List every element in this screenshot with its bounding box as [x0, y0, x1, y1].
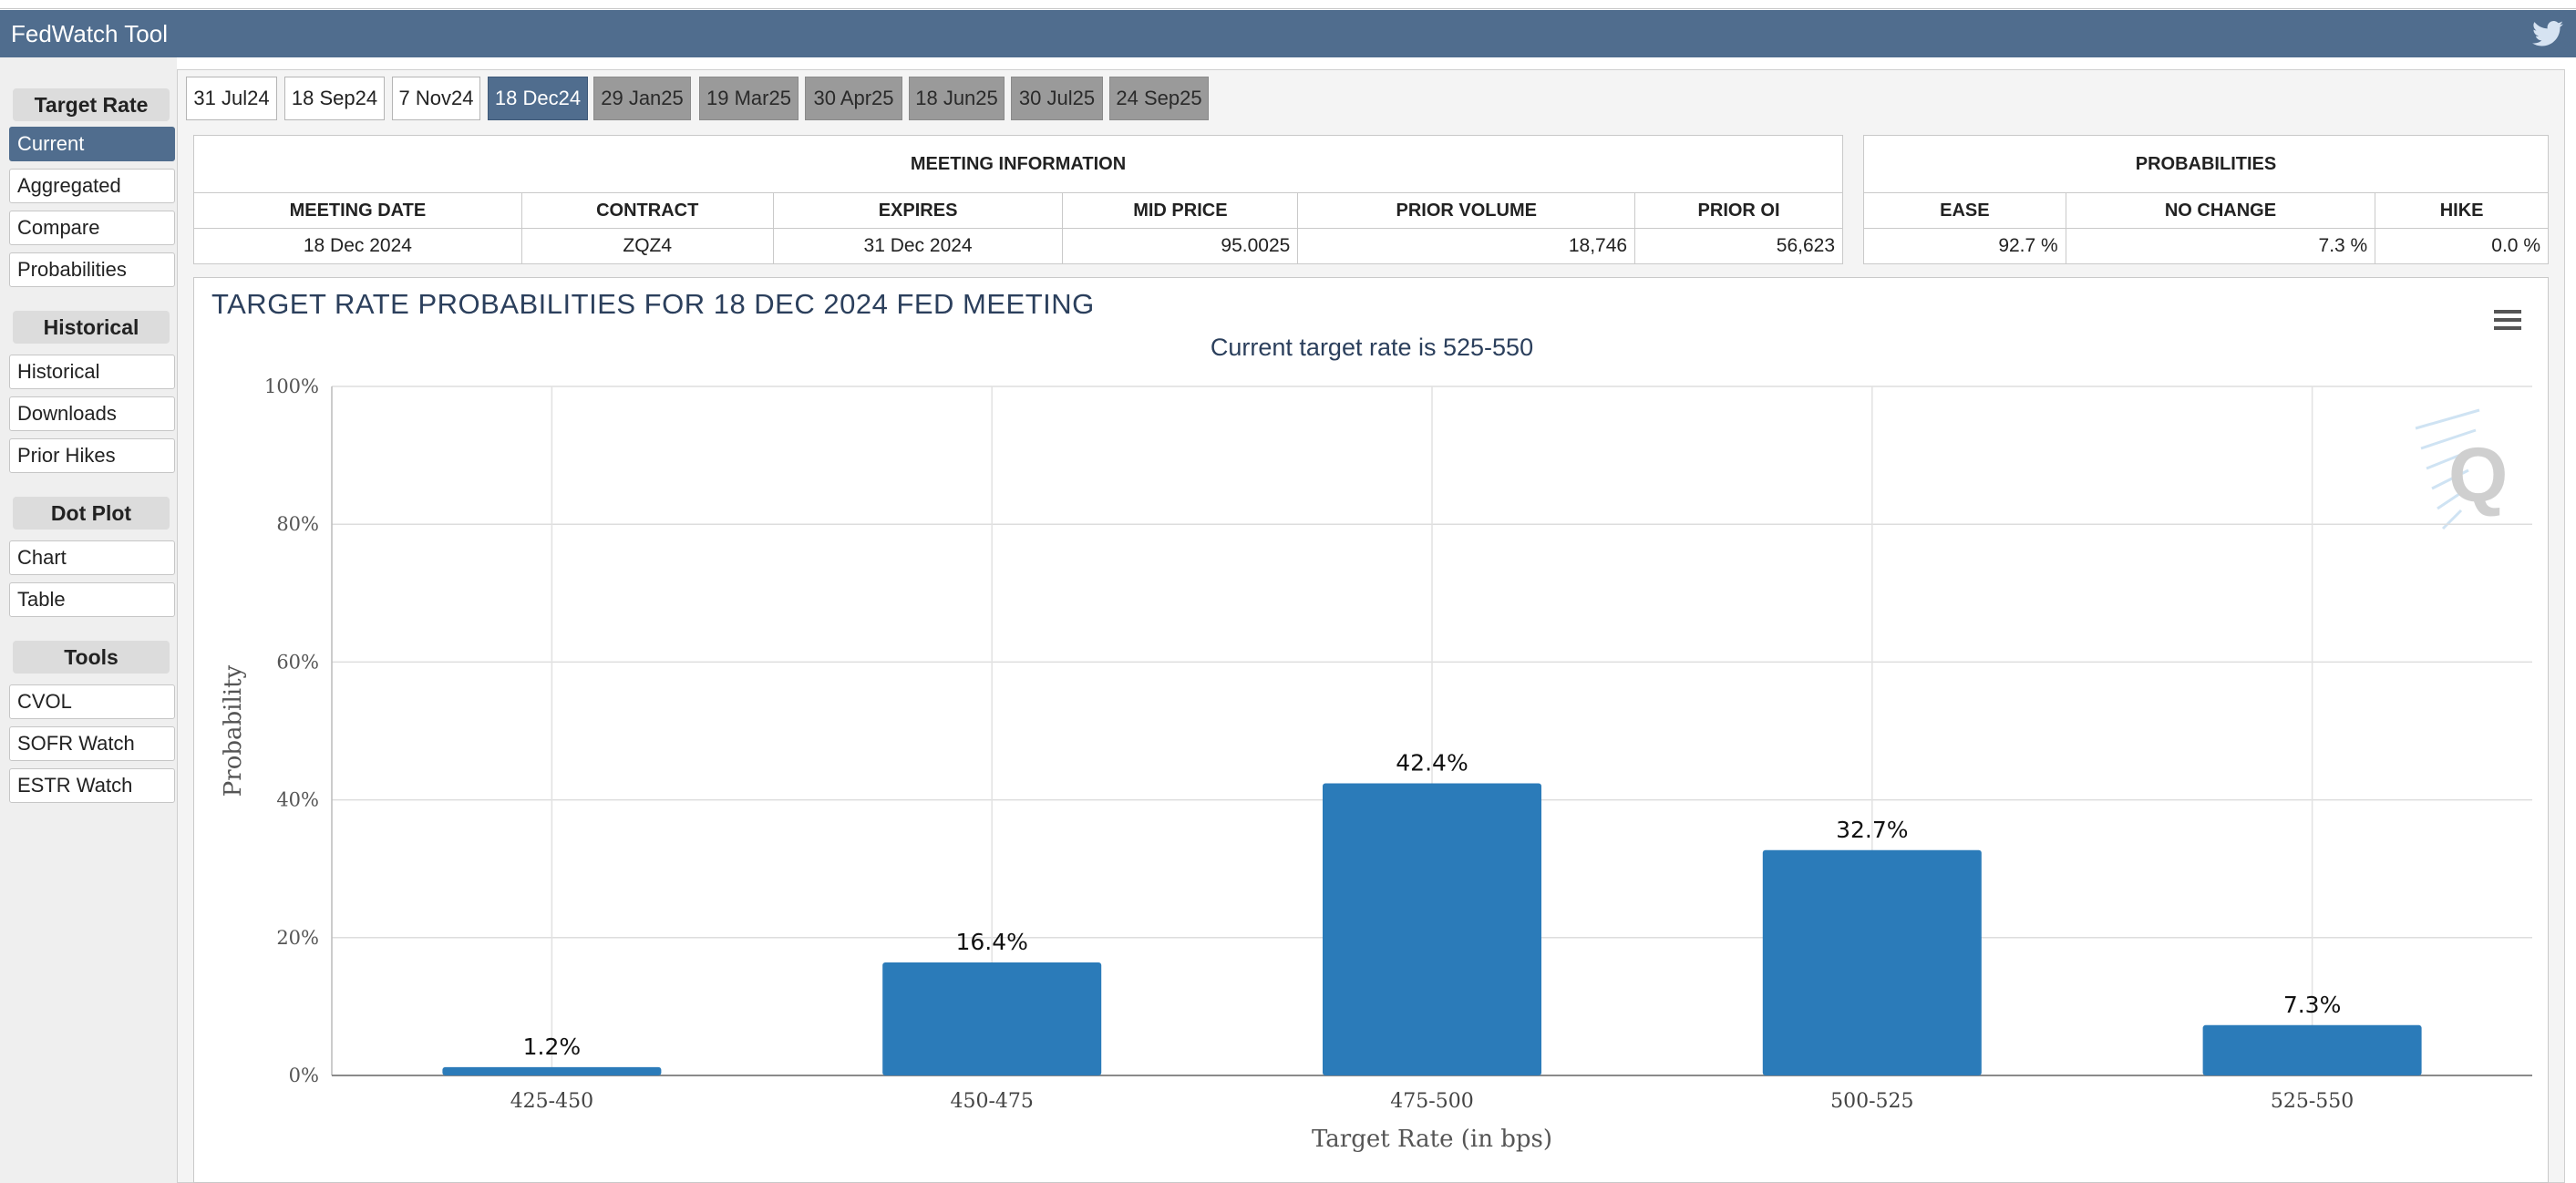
probability-value-2: 0.0 % [2375, 228, 2549, 264]
tab-18-jun25[interactable]: 18 Jun25 [909, 77, 1005, 120]
probability-value-0: 92.7 % [1863, 228, 2066, 264]
sidebar-item-estr-watch[interactable]: ESTR Watch [9, 768, 175, 803]
meeting-info-table: MEETING INFORMATION MEETING DATE CONTRACT… [193, 135, 1843, 264]
sidebar-item-compare[interactable]: Compare [9, 211, 175, 245]
chart-subtitle: Current target rate is 525-550 [1210, 334, 1534, 361]
probability-header-2: HIKE [2375, 192, 2549, 229]
tab-31-jul24[interactable]: 31 Jul24 [186, 77, 277, 120]
meeting-info-value-4: 18,746 [1297, 228, 1636, 264]
app-header: FedWatch Tool [0, 10, 2576, 57]
tab-18-sep24[interactable]: 18 Sep24 [284, 77, 385, 120]
window-top-strip [0, 0, 2576, 9]
probability-value-1: 7.3 % [2065, 228, 2376, 264]
sidebar-item-sofr-watch[interactable]: SOFR Watch [9, 726, 175, 761]
meeting-info-header-0: MEETING DATE [193, 192, 522, 229]
meeting-info-value-5: 56,623 [1634, 228, 1843, 264]
tab-24-sep25[interactable]: 24 Sep25 [1109, 77, 1209, 120]
meeting-info-value-2: 31 Dec 2024 [772, 228, 1064, 264]
probabilities-table: PROBABILITIES EASE NO CHANGE HIKE 92.7 % 7.… [1863, 135, 2549, 264]
probability-header-0: EASE [1863, 192, 2066, 229]
meeting-info-value-0: 18 Dec 2024 [193, 228, 522, 264]
meeting-info-title: MEETING INFORMATION [193, 135, 1843, 193]
tab-18-dec24[interactable]: 18 Dec24 [488, 77, 588, 120]
sidebar-item-aggregated[interactable]: Aggregated [9, 169, 175, 203]
app-title: FedWatch Tool [11, 20, 168, 47]
meeting-info-header-1: CONTRACT [520, 192, 774, 229]
chart-title: TARGET RATE PROBABILITIES FOR 18 DEC 202… [211, 288, 1095, 320]
sidebar-section-tools: Tools [13, 641, 170, 674]
probability-header-1: NO CHANGE [2065, 192, 2376, 229]
meeting-info-header-3: MID PRICE [1062, 192, 1299, 229]
sidebar-section-dot-plot: Dot Plot [13, 497, 170, 530]
meeting-info-header-4: PRIOR VOLUME [1297, 192, 1636, 229]
tab-7-nov24[interactable]: 7 Nov24 [392, 77, 480, 120]
sidebar-item-cvol[interactable]: CVOL [9, 684, 175, 719]
sidebar-section-target-rate: Target Rate [13, 88, 170, 121]
chart-container [193, 277, 2549, 1183]
sidebar-item-probabilities[interactable]: Probabilities [9, 252, 175, 287]
meeting-info-value-3: 95.0025 [1062, 228, 1299, 264]
twitter-icon[interactable] [2532, 20, 2563, 47]
sidebar: Target Rate Current Aggregated Compare Proba… [0, 57, 177, 1183]
sidebar-item-table[interactable]: Table [9, 582, 175, 617]
sidebar-item-downloads[interactable]: Downloads [9, 396, 175, 431]
meeting-info-header-2: EXPIRES [772, 192, 1064, 229]
sidebar-section-historical: Historical [13, 311, 170, 344]
probabilities-title: PROBABILITIES [1863, 135, 2549, 193]
tab-29-jan25[interactable]: 29 Jan25 [593, 77, 691, 120]
sidebar-item-chart[interactable]: Chart [9, 540, 175, 575]
meeting-info-value-1: ZQZ4 [520, 228, 774, 264]
tab-30-apr25[interactable]: 30 Apr25 [805, 77, 902, 120]
tab-30-jul25[interactable]: 30 Jul25 [1011, 77, 1103, 120]
meeting-info-header-5: PRIOR OI [1634, 192, 1843, 229]
hamburger-menu-icon[interactable] [2492, 306, 2523, 334]
sidebar-item-prior-hikes[interactable]: Prior Hikes [9, 438, 175, 473]
sidebar-item-current[interactable]: Current [9, 127, 175, 161]
tab-19-mar25[interactable]: 19 Mar25 [699, 77, 799, 120]
sidebar-item-historical[interactable]: Historical [9, 355, 175, 389]
